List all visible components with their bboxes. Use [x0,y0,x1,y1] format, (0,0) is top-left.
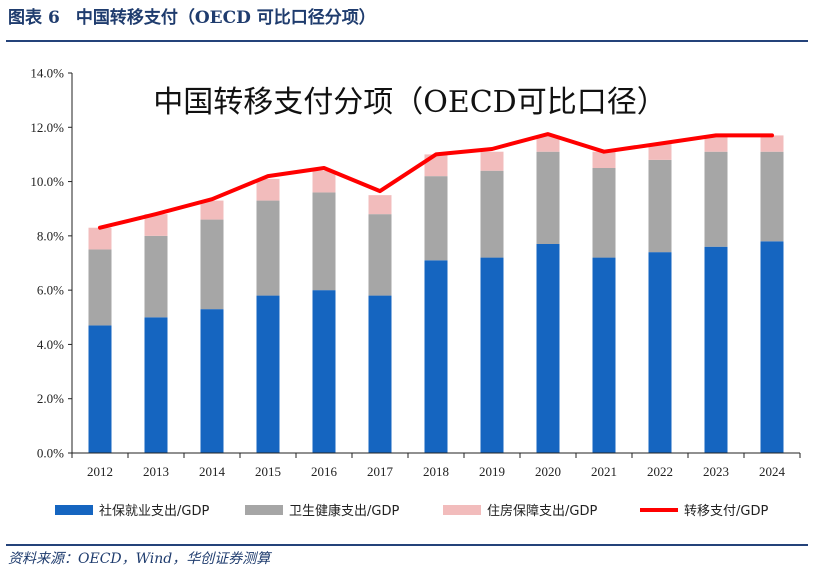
line-group [98,132,774,230]
bars-group [88,135,784,453]
legend-swatch [443,505,481,515]
bar-segment-3 [200,200,224,220]
bar-segment-3 [704,135,728,152]
bar-segment-1 [200,309,224,453]
source-rule [6,544,808,546]
y-tick-label: 2.0% [37,391,64,406]
bar-segment-2 [536,151,560,244]
bar-segment-3 [368,195,392,215]
bar-segment-1 [648,252,672,453]
bar-segment-1 [88,325,112,453]
bar-segment-2 [312,192,336,291]
bar-segment-2 [368,214,392,296]
bar-segment-3 [760,135,784,152]
legend-label: 住房保障支出/GDP [487,503,597,519]
y-tick-label: 4.0% [37,337,64,352]
x-axis: 2012 2013 2014 2015 2016 2017 2018 2019 2020 2021… [71,452,801,479]
figure-title: 中国转移支付（OECD 可比口径分项） [75,8,376,28]
bar-segment-3 [144,214,168,236]
x-tick-label: 2021 [591,464,617,479]
bar-segment-2 [704,151,728,247]
bar-segment-2 [200,219,224,310]
x-tick-label: 2013 [143,464,169,479]
source-note: 资料来源：OECD，Wind，华创证券测算 [8,551,271,567]
bar-segment-1 [704,246,728,453]
bar-segment-1 [256,295,280,453]
x-tick-label: 2012 [87,464,113,479]
bar-segment-1 [424,260,448,453]
legend-swatch [245,505,283,515]
bar-segment-2 [144,235,168,318]
bar-segment-1 [144,317,168,453]
x-tick-label: 2018 [423,464,449,479]
bar-segment-2 [88,249,112,326]
bar-segment-1 [536,244,560,453]
bar-segment-3 [480,151,504,171]
legend-label: 转移支付/GDP [684,504,768,519]
y-tick-label: 8.0% [37,228,64,243]
y-tick-label: 0.0% [37,446,64,461]
bar-segment-3 [648,143,672,160]
bar-segment-3 [88,227,112,250]
legend-label: 社保就业支出/GDP [99,503,209,519]
legend-label: 卫生健康支出/GDP [289,503,399,519]
y-tick-label: 6.0% [37,283,64,298]
bar-segment-3 [592,151,616,168]
bar-segment-1 [312,290,336,453]
bar-segment-3 [536,135,560,152]
bar-segment-1 [480,257,504,453]
bar-segment-1 [368,295,392,453]
bar-segment-2 [648,159,672,253]
legend: 社保就业支出/GDP 卫生健康支出/GDP 住房保障支出/GDP 转移支付/GDP [55,503,768,519]
x-tick-label: 2017 [367,464,394,479]
x-tick-label: 2024 [759,464,786,479]
figure-number: 6 [48,8,60,28]
x-tick-label: 2022 [647,464,673,479]
x-tick-label: 2014 [199,464,226,479]
figure-label: 图表 [8,8,42,28]
caption-rule [6,40,808,42]
bar-segment-2 [760,151,784,242]
bar-segment-1 [760,241,784,453]
x-tick-label: 2016 [311,464,338,479]
x-tick-label: 2020 [535,464,561,479]
bar-segment-2 [592,168,616,258]
bar-segment-2 [424,176,448,261]
chart-title: 中国转移支付分项（OECD可比口径） [153,85,667,120]
bar-segment-1 [592,257,616,453]
bar-segment-3 [256,178,280,201]
y-tick-label: 10.0% [30,174,64,189]
y-tick-label: 12.0% [30,120,64,135]
bar-segment-3 [312,170,336,193]
x-tick-label: 2015 [255,464,281,479]
x-tick-label: 2023 [703,464,729,479]
y-tick-label: 14.0% [30,66,64,81]
y-axis: 0.0% 2.0% 4.0% 6.0% 8.0% 10.0% 12.0% 14.0% [30,66,73,461]
x-tick-label: 2019 [479,464,505,479]
legend-swatch [55,505,93,515]
figure-caption: 图表 6 中国转移支付（OECD 可比口径分项） [8,4,376,32]
bar-segment-2 [256,200,280,296]
bar-segment-2 [480,170,504,258]
